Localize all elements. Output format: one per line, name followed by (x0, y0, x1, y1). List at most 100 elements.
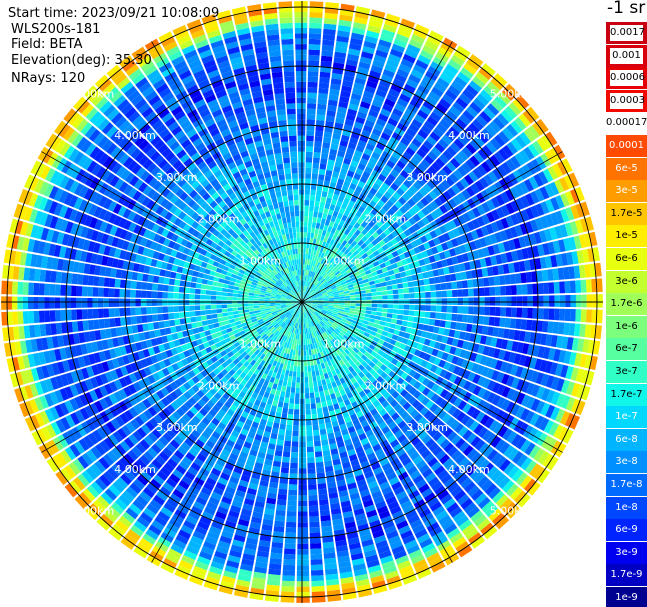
range-gate (310, 559, 323, 566)
range-gate (411, 138, 422, 148)
range-gate (413, 335, 421, 343)
range-gate (356, 277, 363, 282)
range-gate (308, 282, 313, 288)
range-gate (425, 223, 434, 232)
range-gate (421, 207, 430, 216)
range-gate (396, 385, 405, 394)
range-gate (319, 223, 325, 230)
range-gate (374, 279, 381, 284)
range-gate (471, 207, 481, 218)
range-gate (499, 412, 510, 425)
range-gate (491, 209, 500, 221)
range-gate (307, 221, 312, 228)
range-gate (508, 262, 515, 274)
range-gate (317, 212, 323, 219)
range-gate (317, 294, 323, 298)
range-gate (507, 448, 519, 461)
range-gate (456, 192, 467, 203)
range-gate (581, 294, 587, 308)
range-gate (526, 283, 533, 295)
range-gate (461, 130, 473, 142)
range-gate (468, 306, 474, 315)
range-gate (506, 388, 516, 400)
range-gate (486, 103, 500, 116)
range-gate (346, 170, 355, 178)
range-gate (320, 271, 325, 277)
range-gate (303, 226, 308, 233)
range-gate (289, 468, 298, 474)
range-gate (109, 318, 116, 328)
range-gate (554, 363, 564, 377)
range-gate (496, 371, 505, 383)
range-gate (309, 22, 322, 29)
range-gate (489, 233, 498, 245)
range-gate (518, 422, 529, 436)
range-gate (545, 334, 553, 347)
range-gate (375, 191, 383, 200)
range-gate (305, 419, 312, 426)
range-gate (512, 98, 526, 112)
range-gate (323, 297, 329, 300)
range-gate (370, 104, 381, 113)
range-gate (303, 280, 305, 286)
range-gate (296, 581, 310, 587)
range-gate (313, 206, 319, 213)
range-gate (168, 319, 176, 327)
range-gate (419, 406, 429, 416)
range-gate (259, 305, 265, 308)
range-gate (276, 439, 284, 446)
range-gate (569, 221, 579, 235)
range-gate (518, 354, 527, 366)
range-gate (342, 285, 349, 290)
range-gate (248, 306, 255, 310)
range-gate (309, 510, 319, 517)
range-gate (471, 408, 481, 420)
range-gate (418, 351, 427, 359)
range-gate (355, 210, 363, 218)
range-gate (406, 175, 416, 185)
range-gate (369, 70, 382, 79)
range-gate (595, 262, 602, 277)
range-gate (328, 263, 334, 270)
range-gate (489, 286, 496, 296)
range-gate (327, 292, 334, 296)
range-gate (87, 319, 95, 331)
range-gate (352, 317, 359, 322)
range-gate (297, 549, 309, 555)
range-gate (298, 490, 308, 496)
range-gate (371, 303, 378, 308)
range-gate (538, 230, 548, 243)
range-gate (318, 82, 330, 89)
range-gate (398, 293, 405, 299)
range-gate (352, 214, 360, 222)
range-gate (456, 314, 463, 322)
range-gate (511, 307, 517, 318)
range-gate (547, 269, 554, 281)
range-gate (284, 397, 290, 404)
range-gate (434, 319, 441, 327)
range-gate (344, 295, 351, 299)
range-gate (308, 248, 312, 255)
range-gate (290, 452, 299, 458)
range-gate (366, 273, 373, 279)
range-gate (331, 312, 338, 317)
range-gate (565, 397, 576, 412)
range-gate (158, 321, 165, 329)
range-gate (363, 332, 370, 338)
range-gate (441, 298, 448, 305)
range-gate (455, 438, 466, 449)
range-gate (352, 155, 361, 163)
range-gate (370, 9, 386, 19)
range-gate (457, 400, 467, 411)
range-gate (320, 258, 325, 265)
range-gate (318, 385, 324, 392)
range-gate (332, 171, 340, 179)
range-gate (314, 261, 319, 268)
range-gate (516, 379, 525, 391)
range-gate (323, 224, 329, 231)
range-gate (528, 176, 539, 190)
range-gate (355, 6, 371, 15)
range-gate (377, 84, 389, 93)
range-gate (333, 261, 339, 267)
range-gate (302, 291, 304, 297)
